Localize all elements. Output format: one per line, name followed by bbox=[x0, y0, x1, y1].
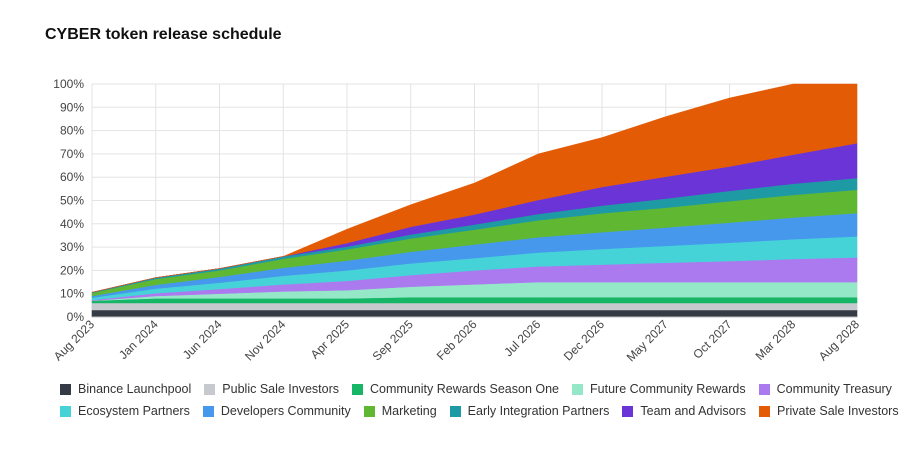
y-tick-label: 70% bbox=[60, 147, 84, 161]
x-tick-label: Jul 2026 bbox=[501, 317, 543, 359]
legend-label: Marketing bbox=[381, 404, 437, 418]
legend-swatch bbox=[60, 383, 71, 395]
legend-item[interactable]: Public Sale Investors bbox=[204, 382, 339, 396]
stacked-area-chart: 0% 10% 20% 30% 40% 50% 60% 70% 80% 90% 100% Aug 202… bbox=[51, 77, 862, 364]
x-tick-label: Apr 2025 bbox=[308, 317, 353, 362]
legend-item[interactable]: Developers Community bbox=[202, 404, 351, 418]
legend-label: Private Sale Investors bbox=[777, 404, 899, 418]
legend-label: Future Community Rewards bbox=[590, 382, 746, 396]
legend-swatch bbox=[352, 383, 364, 395]
legend-swatch bbox=[758, 383, 770, 395]
x-tick-label: Aug 2028 bbox=[816, 317, 862, 363]
legend-swatch bbox=[60, 405, 71, 417]
y-tick-label: 30% bbox=[60, 240, 84, 254]
legend-row: Binance Launchpool Public Sale Investors C… bbox=[60, 378, 892, 400]
x-tick-label: Jan 2024 bbox=[116, 317, 161, 362]
legend-swatch bbox=[204, 383, 216, 395]
legend-item[interactable]: Private Sale Investors bbox=[759, 404, 899, 418]
legend-swatch bbox=[449, 405, 461, 417]
legend-label: Community Rewards Season One bbox=[370, 382, 560, 396]
y-tick-label: 50% bbox=[60, 194, 84, 208]
x-tick-label: Mar 2028 bbox=[753, 317, 799, 363]
x-tick-label: Oct 2027 bbox=[690, 317, 735, 362]
y-tick-label: 90% bbox=[60, 100, 84, 114]
legend-label: Early Integration Partners bbox=[467, 404, 610, 418]
area-private-sale-investors bbox=[91, 83, 858, 293]
legend-swatch bbox=[363, 405, 375, 417]
legend-swatch bbox=[759, 405, 771, 417]
legend-swatch bbox=[622, 405, 634, 417]
area-binance-launchpool bbox=[91, 309, 858, 318]
y-tick-label: 0% bbox=[67, 310, 85, 324]
legend-label: Community Treasury bbox=[776, 382, 892, 396]
x-tick-label: Sep 2025 bbox=[370, 317, 416, 363]
y-tick-label: 40% bbox=[60, 217, 84, 231]
x-tick-label: Dec 2026 bbox=[561, 317, 607, 363]
legend-item[interactable]: Ecosystem Partners bbox=[60, 404, 190, 418]
legend-row: Ecosystem Partners Developers Community Ma… bbox=[60, 400, 899, 422]
legend-item[interactable]: Marketing bbox=[363, 404, 437, 418]
y-tick-label: 20% bbox=[60, 263, 84, 277]
legend-item[interactable]: Binance Launchpool bbox=[60, 382, 191, 396]
legend-label: Binance Launchpool bbox=[78, 382, 192, 396]
area-public-sale-investors bbox=[91, 302, 858, 311]
y-tick-label: 60% bbox=[60, 170, 84, 184]
y-tick-label: 10% bbox=[60, 287, 84, 301]
x-tick-label: Nov 2024 bbox=[242, 317, 288, 363]
chart-legend: Binance Launchpool Public Sale Investors C… bbox=[60, 378, 899, 422]
x-tick-label: Jun 2024 bbox=[180, 317, 225, 362]
legend-swatch bbox=[572, 383, 584, 395]
legend-item[interactable]: Future Community Rewards bbox=[572, 382, 746, 396]
legend-label: Ecosystem Partners bbox=[78, 404, 190, 418]
y-tick-label: 80% bbox=[60, 124, 84, 138]
legend-item[interactable]: Community Rewards Season One bbox=[352, 382, 559, 396]
legend-item[interactable]: Community Treasury bbox=[758, 382, 892, 396]
legend-swatch bbox=[202, 405, 214, 417]
legend-label: Developers Community bbox=[220, 404, 351, 418]
legend-label: Team and Advisors bbox=[640, 404, 747, 418]
x-tick-label: May 2027 bbox=[624, 317, 671, 364]
legend-item[interactable]: Team and Advisors bbox=[622, 404, 746, 418]
y-tick-label: 100% bbox=[53, 77, 84, 91]
legend-item[interactable]: Early Integration Partners bbox=[449, 404, 610, 418]
legend-label: Public Sale Investors bbox=[222, 382, 340, 396]
x-tick-label: Feb 2026 bbox=[434, 317, 480, 363]
chart-title: CYBER token release schedule bbox=[45, 26, 282, 43]
